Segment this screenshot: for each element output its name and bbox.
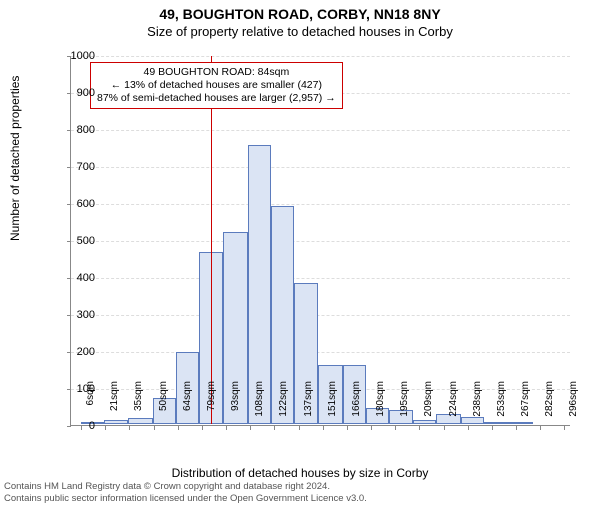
gridline (71, 56, 570, 57)
x-tick (492, 426, 493, 430)
x-tick (178, 426, 179, 430)
footer-attribution: Contains HM Land Registry data © Crown c… (0, 481, 600, 504)
x-tick (154, 426, 155, 430)
x-tick-label: 137sqm (303, 381, 314, 431)
gridline (71, 167, 570, 168)
annotation-line-3: 87% of semi-detached houses are larger (… (97, 92, 336, 105)
x-tick-label: 253sqm (496, 381, 507, 431)
x-tick-label: 209sqm (423, 381, 434, 431)
x-tick (468, 426, 469, 430)
annotation-line-2: ← 13% of detached houses are smaller (42… (97, 79, 336, 92)
chart-subtitle: Size of property relative to detached ho… (0, 24, 600, 39)
footer-line-2: Contains public sector information licen… (4, 493, 600, 504)
x-tick-label: 238sqm (472, 381, 483, 431)
gridline (71, 241, 570, 242)
x-tick (202, 426, 203, 430)
x-tick (323, 426, 324, 430)
x-tick-label: 108sqm (254, 381, 265, 431)
x-tick-label: 224sqm (448, 381, 459, 431)
y-tick-label: 800 (55, 124, 95, 136)
x-tick-label: 180sqm (375, 381, 386, 431)
x-tick-label: 35sqm (133, 381, 144, 431)
x-tick-label: 21sqm (109, 381, 120, 431)
x-tick-label: 267sqm (520, 381, 531, 431)
x-tick-label: 79sqm (206, 381, 217, 431)
x-tick (105, 426, 106, 430)
gridline (71, 204, 570, 205)
x-tick-label: 296sqm (568, 381, 579, 431)
y-tick-label: 100 (55, 383, 95, 395)
y-tick-label: 300 (55, 309, 95, 321)
y-tick-label: 1000 (55, 50, 95, 62)
x-tick (419, 426, 420, 430)
annotation-box: 49 BOUGHTON ROAD: 84sqm ← 13% of detache… (90, 62, 343, 109)
y-tick-label: 600 (55, 198, 95, 210)
x-tick (347, 426, 348, 430)
x-tick-label: 122sqm (278, 381, 289, 431)
x-tick-label: 166sqm (351, 381, 362, 431)
y-axis-label: Number of detached properties (8, 76, 22, 241)
y-tick-label: 200 (55, 346, 95, 358)
x-tick (444, 426, 445, 430)
x-tick (274, 426, 275, 430)
gridline (71, 315, 570, 316)
footer-line-1: Contains HM Land Registry data © Crown c… (4, 481, 600, 492)
y-tick-label: 500 (55, 235, 95, 247)
y-tick-label: 700 (55, 161, 95, 173)
histogram-chart: 6sqm21sqm35sqm50sqm64sqm79sqm93sqm108sqm… (70, 56, 570, 426)
x-tick (516, 426, 517, 430)
x-tick (564, 426, 565, 430)
chart-title: 49, BOUGHTON ROAD, CORBY, NN18 8NY (0, 6, 600, 22)
gridline (71, 130, 570, 131)
x-tick (226, 426, 227, 430)
x-tick (250, 426, 251, 430)
x-tick-label: 151sqm (327, 381, 338, 431)
x-tick-label: 195sqm (399, 381, 410, 431)
x-tick (540, 426, 541, 430)
x-tick-label: 282sqm (544, 381, 555, 431)
gridline (71, 278, 570, 279)
x-tick (299, 426, 300, 430)
y-tick-label: 400 (55, 272, 95, 284)
x-tick-label: 64sqm (182, 381, 193, 431)
x-tick (395, 426, 396, 430)
annotation-line-1: 49 BOUGHTON ROAD: 84sqm (97, 66, 336, 79)
y-tick-label: 0 (55, 420, 95, 432)
x-tick-label: 93sqm (230, 381, 241, 431)
x-tick-label: 50sqm (158, 381, 169, 431)
y-tick-label: 900 (55, 87, 95, 99)
gridline (71, 352, 570, 353)
x-tick (129, 426, 130, 430)
reference-line (211, 56, 212, 424)
x-tick (371, 426, 372, 430)
x-axis-label: Distribution of detached houses by size … (0, 466, 600, 480)
